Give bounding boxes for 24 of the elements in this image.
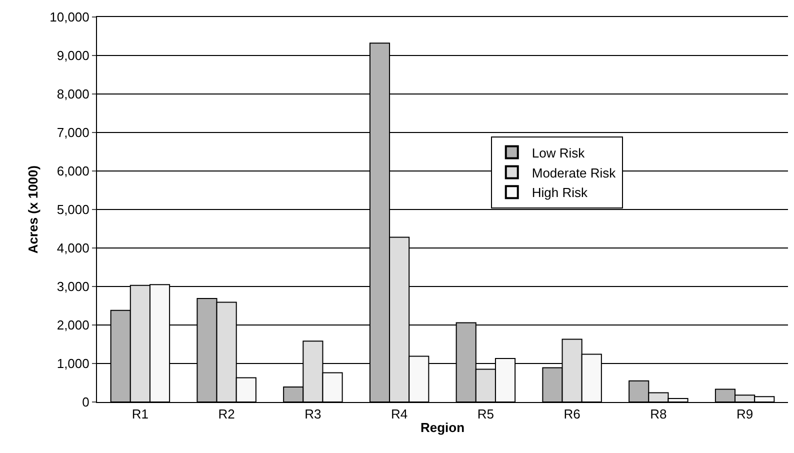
x-tick-label: R4 [390,406,408,422]
y-tick-label: 0 [82,394,90,410]
y-tick-label: 6,000 [56,164,90,179]
y-axis-title: Acres (x 1000) [26,165,41,254]
x-tick-label: R9 [736,406,754,422]
y-tick-label: 3,000 [56,279,90,294]
y-tick-label: 8,000 [56,86,90,102]
x-tick-label: R3 [304,406,322,422]
x-tick-label: R2 [218,406,235,422]
y-tick-label: 10,000 [50,10,90,25]
y-tick-label: 4,000 [56,240,90,256]
x-tick-label: R6 [564,406,580,422]
y-tick-label: 9,000 [56,48,90,64]
x-tick-label: R8 [650,406,667,422]
x-tick-label: R5 [477,406,494,422]
legend-label: Moderate Risk [532,165,616,180]
legend-label: High Risk [532,185,588,200]
y-tick-label: 2,000 [56,318,90,333]
legend-label: Low Risk [532,145,586,160]
y-tick-label: 5,000 [56,202,90,218]
x-tick-label: R1 [132,406,149,422]
y-tick-label: 1,000 [56,356,90,372]
x-axis-title: Region [420,420,465,436]
y-tick-label: 7,000 [56,125,90,140]
